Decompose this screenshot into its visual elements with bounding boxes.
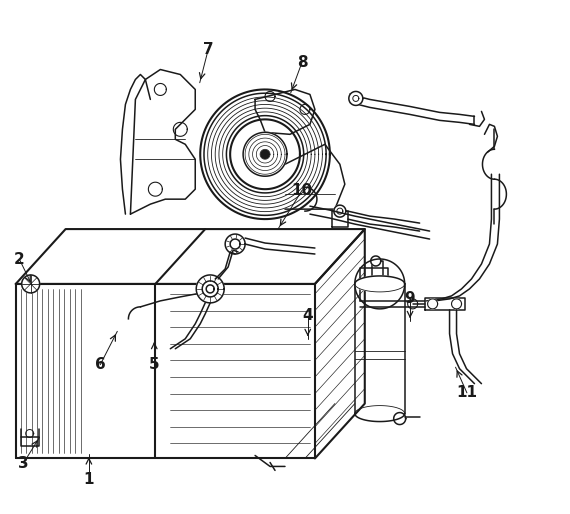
Polygon shape — [243, 132, 287, 176]
Text: 3: 3 — [18, 455, 29, 471]
Polygon shape — [334, 205, 346, 217]
Text: 10: 10 — [291, 183, 312, 198]
Polygon shape — [22, 275, 40, 293]
Polygon shape — [261, 150, 269, 158]
Text: 2: 2 — [14, 252, 25, 267]
Polygon shape — [428, 299, 438, 309]
Text: 5: 5 — [149, 357, 160, 372]
Text: 1: 1 — [84, 472, 94, 487]
Polygon shape — [206, 285, 214, 293]
Polygon shape — [370, 256, 381, 266]
Text: 7: 7 — [203, 42, 214, 57]
Text: 11: 11 — [457, 386, 478, 400]
Text: 9: 9 — [405, 290, 416, 305]
Polygon shape — [349, 91, 363, 105]
Polygon shape — [196, 275, 224, 303]
Text: 4: 4 — [303, 308, 313, 323]
Text: 8: 8 — [297, 54, 307, 70]
Polygon shape — [451, 299, 462, 309]
Polygon shape — [230, 239, 240, 249]
Polygon shape — [202, 281, 218, 297]
Polygon shape — [355, 276, 405, 292]
Polygon shape — [394, 413, 406, 425]
Text: 6: 6 — [95, 357, 105, 372]
Polygon shape — [225, 234, 245, 254]
